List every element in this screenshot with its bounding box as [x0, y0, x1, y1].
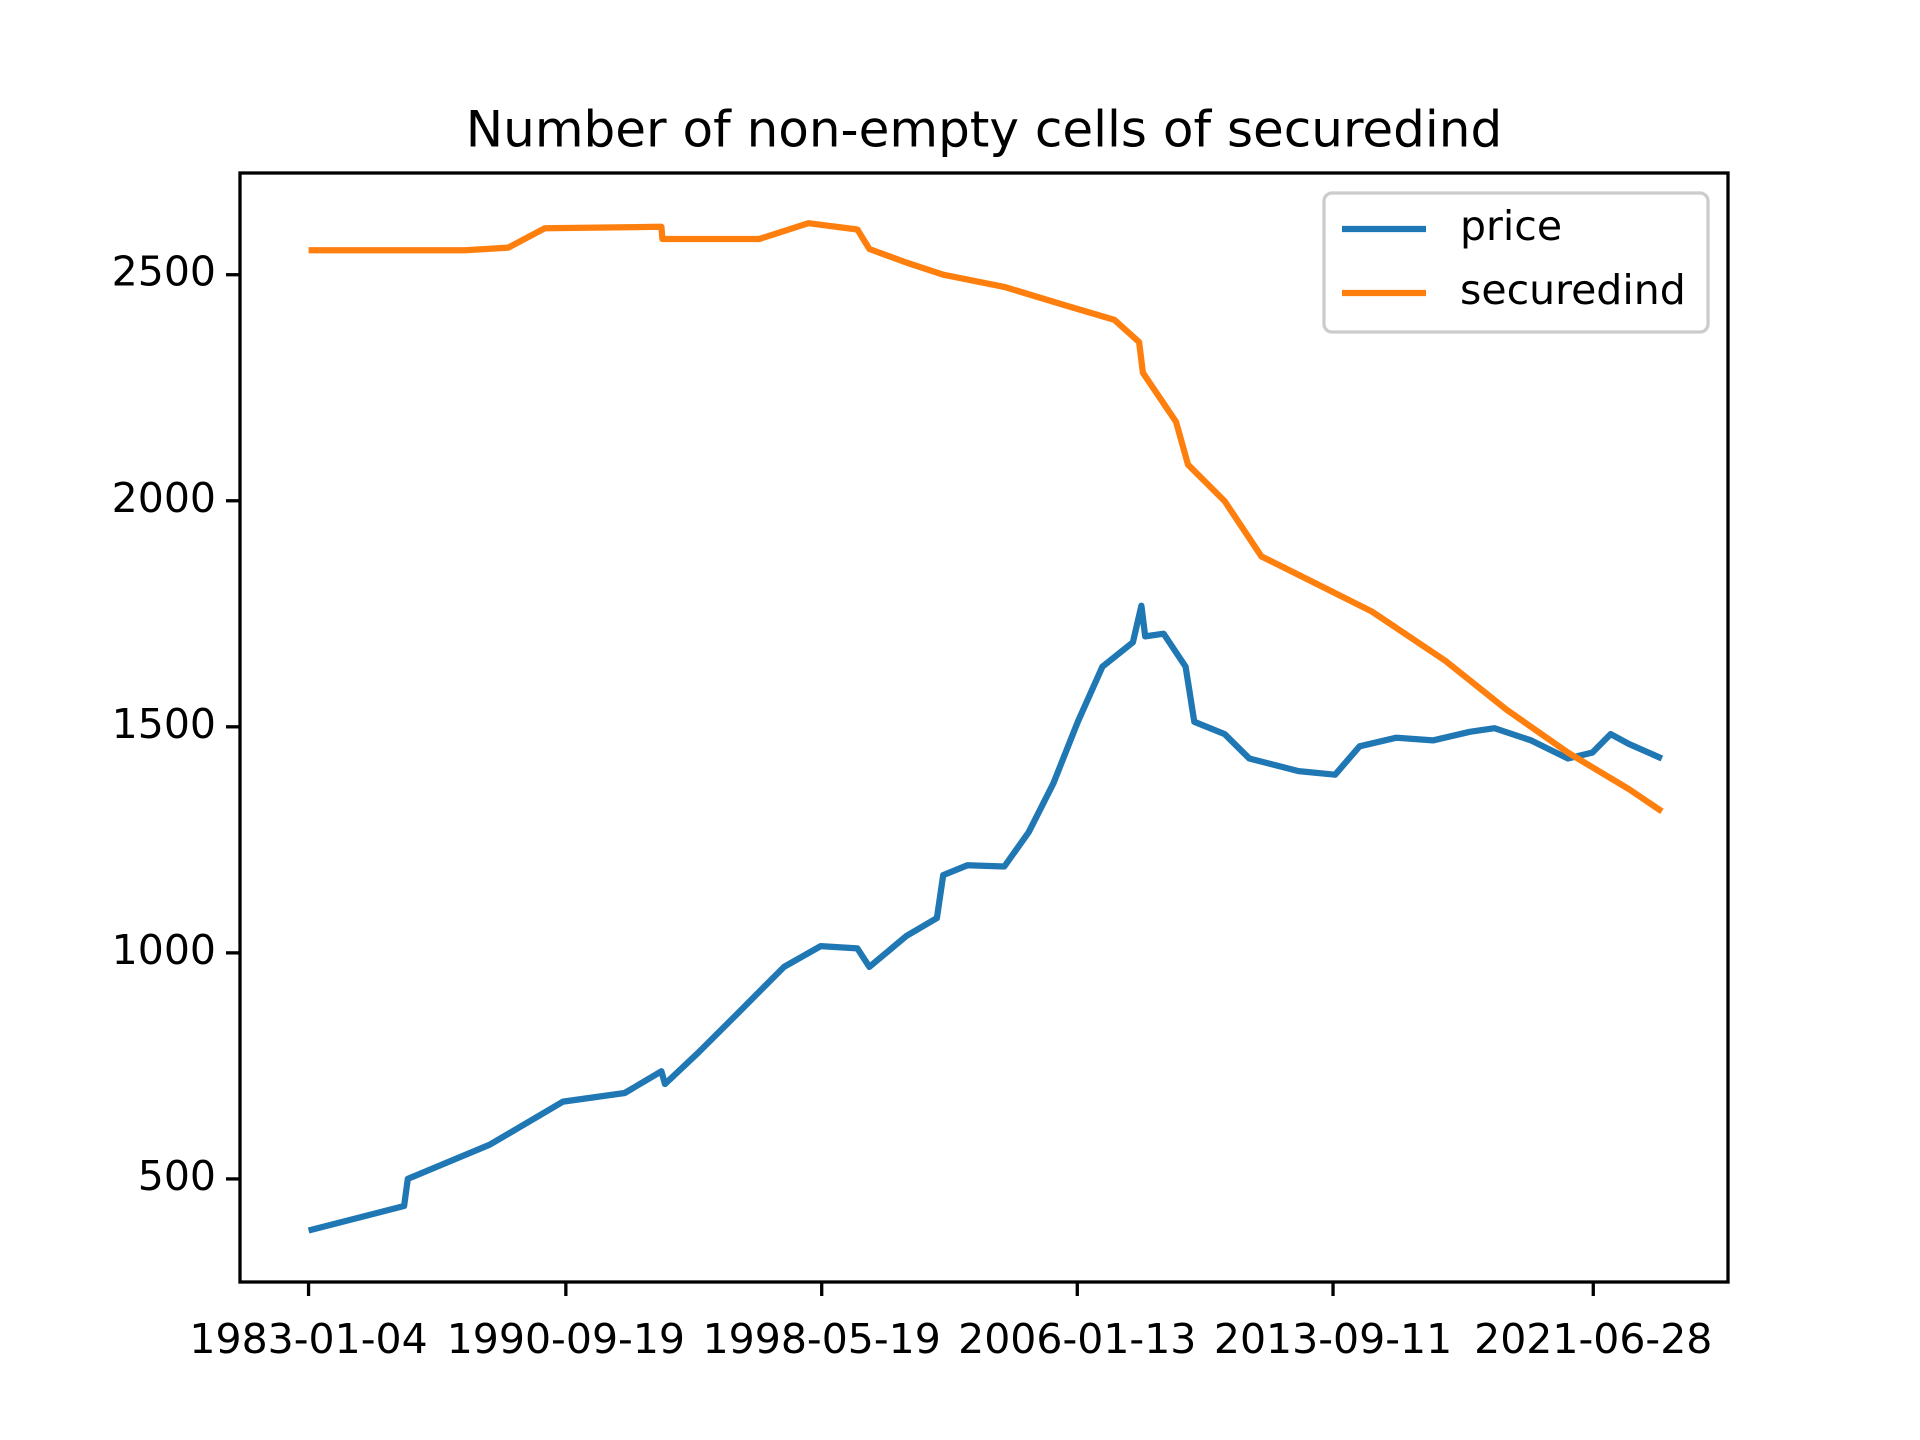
axes-frame [238, 171, 1730, 1284]
y-tick-label: 2500 [112, 248, 216, 296]
x-tick-label: 2013-09-11 [1214, 1315, 1452, 1363]
y-tick-label: 500 [138, 1152, 216, 1200]
x-tick-label: 1983-01-04 [189, 1315, 427, 1363]
x-tick-label: 2006-01-13 [958, 1315, 1196, 1363]
y-tick-label: 1500 [112, 700, 216, 748]
x-tick-label: 1990-09-19 [447, 1315, 685, 1363]
x-tick-label: 1998-05-19 [703, 1315, 941, 1363]
line-series [307, 602, 1664, 1234]
legend-label: price [1460, 202, 1562, 250]
x-tick-label: 2021-06-28 [1474, 1315, 1712, 1363]
y-tick-label: 2000 [112, 474, 216, 522]
line-series [308, 220, 1664, 814]
chart-title: Number of non-empty cells of securedind [466, 101, 1502, 159]
legend-label: securedind [1460, 266, 1686, 314]
y-tick-label: 1000 [112, 926, 216, 974]
legend: price securedind [1322, 191, 1710, 334]
